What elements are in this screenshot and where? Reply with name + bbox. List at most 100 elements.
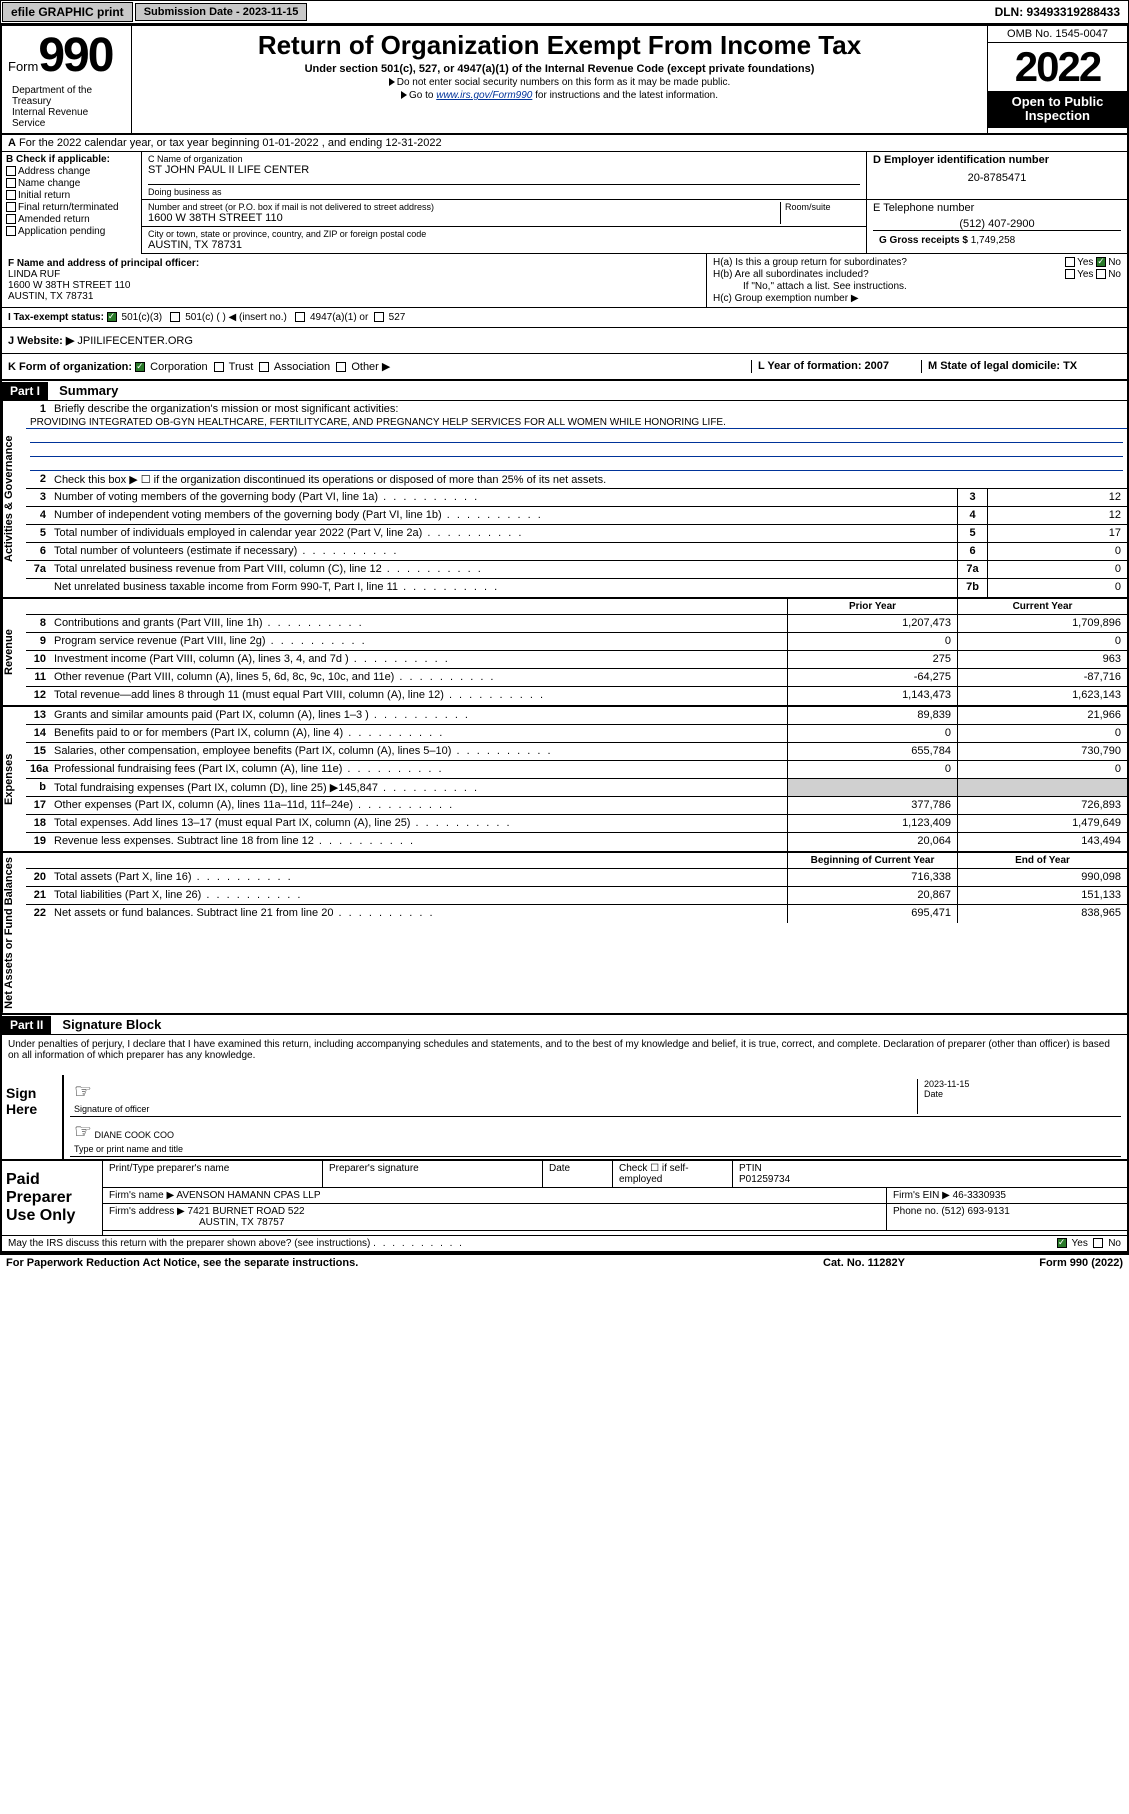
telephone-value: (512) 407-2900 — [873, 218, 1121, 230]
prior-year-value: 377,786 — [787, 797, 957, 814]
prior-year-value: 716,338 — [787, 869, 957, 886]
chk-amended-return[interactable] — [6, 214, 16, 224]
chk-trust[interactable] — [214, 362, 224, 372]
city-value: AUSTIN, TX 78731 — [148, 239, 860, 251]
current-year-value: 963 — [957, 651, 1127, 668]
officer-name: LINDA RUF — [8, 269, 60, 280]
line-box: 3 — [957, 489, 987, 506]
form-990-container: Form990 Department of the Treasury Inter… — [0, 24, 1129, 1253]
firm-name-value: AVENSON HAMANN CPAS LLP — [176, 1190, 320, 1201]
h-a-group-return: H(a) Is this a group return for subordin… — [713, 257, 1121, 268]
chk-other[interactable] — [336, 362, 346, 372]
officer-addr1: 1600 W 38TH STREET 110 — [8, 280, 130, 291]
omb-number: OMB No. 1545-0047 — [988, 26, 1127, 43]
line-box: 7a — [957, 561, 987, 578]
chk-ha-no[interactable] — [1096, 257, 1106, 267]
vtab-governance: Activities & Governance — [2, 401, 26, 597]
current-year-value: 0 — [957, 761, 1127, 778]
chk-hb-no[interactable] — [1096, 269, 1106, 279]
prior-year-value: 0 — [787, 761, 957, 778]
current-year-value: 0 — [957, 725, 1127, 742]
summary-line-text: Professional fundraising fees (Part IX, … — [50, 761, 787, 778]
sign-here-label: Sign Here — [2, 1075, 62, 1159]
line-value: 0 — [987, 579, 1127, 597]
part2-title: Signature Block — [54, 1015, 169, 1034]
chk-initial-return[interactable] — [6, 190, 16, 200]
chk-ha-yes[interactable] — [1065, 257, 1075, 267]
chk-irs-yes[interactable] — [1057, 1238, 1067, 1248]
firm-addr1-value: 7421 BURNET ROAD 522 — [188, 1206, 305, 1217]
line2-checkbox: Check this box ▶ ☐ if the organization d… — [50, 471, 1127, 488]
room-label: Room/suite — [785, 202, 860, 212]
top-toolbar: efile GRAPHIC print Submission Date - 20… — [0, 0, 1129, 24]
chk-address-change[interactable] — [6, 166, 16, 176]
line-value: 12 — [987, 507, 1127, 524]
prior-year-value: 695,471 — [787, 905, 957, 923]
chk-corporation[interactable] — [135, 362, 145, 372]
summary-line-text: Other revenue (Part VIII, column (A), li… — [50, 669, 787, 686]
prior-year-value: 20,064 — [787, 833, 957, 851]
summary-line-text: Other expenses (Part IX, column (A), lin… — [50, 797, 787, 814]
line-value: 12 — [987, 489, 1127, 506]
summary-line-text: Benefits paid to or for members (Part IX… — [50, 725, 787, 742]
efile-print-button[interactable]: efile GRAPHIC print — [2, 2, 133, 22]
summary-line-text: Revenue less expenses. Subtract line 18 … — [50, 833, 787, 851]
form-number: Form990 — [8, 28, 125, 83]
k-form-org: K Form of organization: Corporation Trus… — [8, 360, 751, 373]
paid-preparer-label: Paid Preparer Use Only — [2, 1161, 102, 1235]
current-year-value: 0 — [957, 633, 1127, 650]
submission-date-label: Submission Date - 2023-11-15 — [135, 3, 308, 21]
column-b-checkboxes: B Check if applicable: Address change Na… — [2, 152, 142, 254]
h-b-subordinates: H(b) Are all subordinates included? Yes … — [713, 269, 1121, 280]
line-value: 17 — [987, 525, 1127, 542]
may-irs-discuss: May the IRS discuss this return with the… — [8, 1238, 1057, 1249]
prior-year-value — [787, 779, 957, 796]
tax-year: 2022 — [988, 43, 1127, 91]
chk-name-change[interactable] — [6, 178, 16, 188]
h-b-note: If "No," attach a list. See instructions… — [713, 281, 1121, 292]
current-year-value: -87,716 — [957, 669, 1127, 686]
name-title-label: Type or print name and title — [74, 1144, 183, 1154]
current-year-value: 1,709,896 — [957, 615, 1127, 632]
cat-no: Cat. No. 11282Y — [823, 1257, 983, 1269]
prior-year-value: 20,867 — [787, 887, 957, 904]
chk-hb-yes[interactable] — [1065, 269, 1075, 279]
chk-501c3[interactable] — [107, 312, 117, 322]
dba-label: Doing business as — [148, 184, 860, 197]
ptin-value: P01259734 — [739, 1174, 790, 1185]
form-title: Return of Organization Exempt From Incom… — [136, 30, 983, 61]
line-box: 6 — [957, 543, 987, 560]
prior-year-value: 1,123,409 — [787, 815, 957, 832]
summary-line-text: Number of voting members of the governin… — [50, 489, 957, 506]
vtab-expenses: Expenses — [2, 707, 26, 851]
part2-header: Part II — [2, 1016, 51, 1034]
firm-phone-value: (512) 693-9131 — [941, 1206, 1009, 1217]
prep-sig-label: Preparer's signature — [323, 1161, 543, 1187]
chk-4947[interactable] — [295, 312, 305, 322]
chk-501c[interactable] — [170, 312, 180, 322]
h-c-exemption: H(c) Group exemption number ▶ — [713, 293, 1121, 304]
current-year-value: 1,623,143 — [957, 687, 1127, 705]
summary-line-text: Total revenue—add lines 8 through 11 (mu… — [50, 687, 787, 705]
irs-link[interactable]: www.irs.gov/Form990 — [436, 90, 532, 101]
street-value: 1600 W 38TH STREET 110 — [148, 212, 780, 224]
firm-ein-value: 46-3330935 — [953, 1190, 1006, 1201]
chk-final-return[interactable] — [6, 202, 16, 212]
ein-value: 20-8785471 — [873, 172, 1121, 184]
summary-line-text: Contributions and grants (Part VIII, lin… — [50, 615, 787, 632]
chk-527[interactable] — [374, 312, 384, 322]
prior-year-value: 0 — [787, 633, 957, 650]
current-year-value — [957, 779, 1127, 796]
firm-addr2-value: AUSTIN, TX 78757 — [199, 1217, 284, 1228]
chk-application-pending[interactable] — [6, 226, 16, 236]
summary-line-text: Total unrelated business revenue from Pa… — [50, 561, 957, 578]
chk-irs-no[interactable] — [1093, 1238, 1103, 1248]
prior-year-value: 89,839 — [787, 707, 957, 724]
officer-addr2: AUSTIN, TX 78731 — [8, 291, 93, 302]
summary-line-text: Total liabilities (Part X, line 26) — [50, 887, 787, 904]
chk-association[interactable] — [259, 362, 269, 372]
firm-name-label: Firm's name ▶ — [109, 1190, 174, 1201]
line-box: 4 — [957, 507, 987, 524]
j-website: J Website: ▶ JPIILIFECENTER.ORG — [2, 328, 1127, 354]
officer-name-title: DIANE COOK COO — [94, 1130, 174, 1140]
